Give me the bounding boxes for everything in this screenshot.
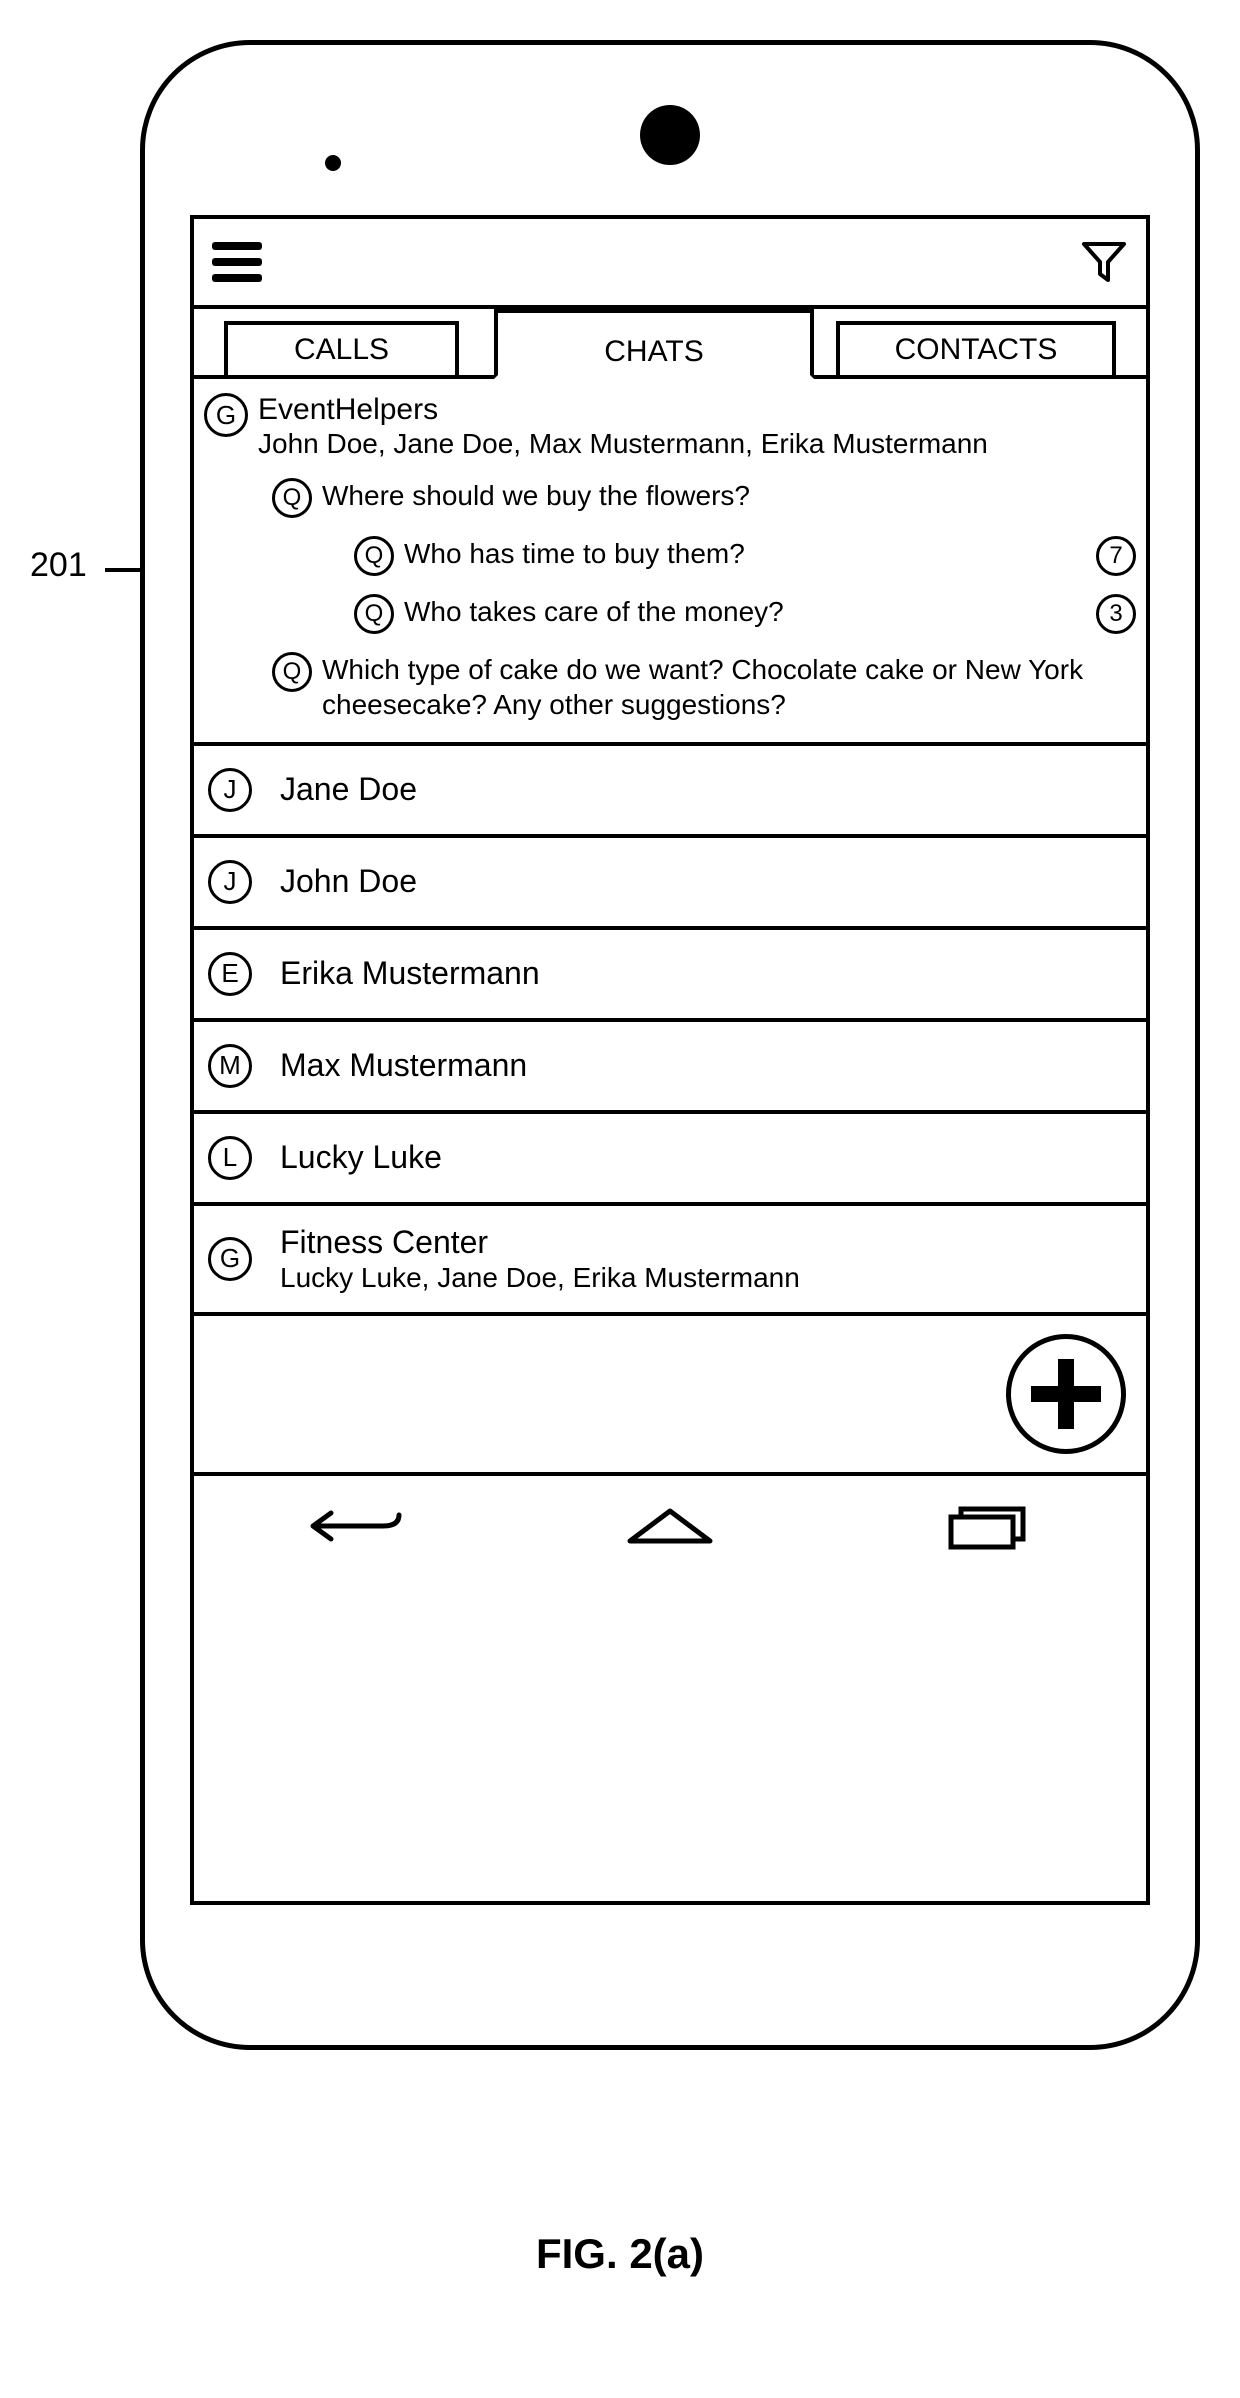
contact-avatar-badge: J — [208, 768, 252, 812]
chat-list-item[interactable]: E Erika Mustermann — [194, 930, 1146, 1022]
back-icon[interactable] — [293, 1501, 413, 1551]
contact-name: Erika Mustermann — [280, 955, 540, 992]
group-chat-expanded[interactable]: G EventHelpers John Doe, Jane Doe, Max M… — [194, 379, 1146, 746]
menu-icon[interactable] — [212, 242, 262, 282]
contact-name: Fitness Center — [280, 1224, 800, 1261]
contact-name: John Doe — [280, 863, 417, 900]
contact-avatar-badge: J — [208, 860, 252, 904]
phone-frame: CALLS CHATS CONTACTS G EventHelpers John… — [140, 40, 1200, 2050]
chat-list-item[interactable]: G Fitness Center Lucky Luke, Jane Doe, E… — [194, 1206, 1146, 1317]
question-icon: Q — [272, 652, 312, 692]
question-text: Where should we buy the flowers? — [322, 478, 1136, 513]
tabs-row: CALLS CHATS CONTACTS — [194, 309, 1146, 379]
contact-avatar-badge: L — [208, 1136, 252, 1180]
filter-icon[interactable] — [1080, 238, 1128, 286]
contact-avatar-badge: M — [208, 1044, 252, 1088]
question-row[interactable]: Q Who has time to buy them? 7 — [354, 536, 1136, 576]
camera-dot — [640, 105, 700, 165]
android-navbar — [194, 1476, 1146, 1576]
callout-ref-201: 201 — [30, 546, 87, 585]
tab-contacts[interactable]: CONTACTS — [836, 321, 1116, 375]
chat-list-item[interactable]: M Max Mustermann — [194, 1022, 1146, 1114]
reply-count-badge: 7 — [1096, 536, 1136, 576]
question-icon: Q — [272, 478, 312, 518]
add-row — [194, 1316, 1146, 1476]
reply-count-badge: 3 — [1096, 594, 1136, 634]
group-avatar-badge: G — [204, 393, 248, 437]
app-topbar — [194, 219, 1146, 309]
question-text: Who has time to buy them? — [404, 536, 1080, 571]
contact-avatar-badge: E — [208, 952, 252, 996]
chat-list-item[interactable]: L Lucky Luke — [194, 1114, 1146, 1206]
contact-name: Jane Doe — [280, 771, 417, 808]
question-row[interactable]: Q Who takes care of the money? 3 — [354, 594, 1136, 634]
tab-calls[interactable]: CALLS — [224, 321, 459, 375]
question-text: Who takes care of the money? — [404, 594, 1080, 629]
question-icon: Q — [354, 594, 394, 634]
group-members: Lucky Luke, Jane Doe, Erika Mustermann — [280, 1261, 800, 1295]
screen: CALLS CHATS CONTACTS G EventHelpers John… — [190, 215, 1150, 1905]
chat-list-item[interactable]: J John Doe — [194, 838, 1146, 930]
tab-chats[interactable]: CHATS — [494, 309, 814, 379]
group-title: EventHelpers — [258, 393, 988, 428]
proximity-sensor-dot — [325, 155, 341, 171]
contact-name: Lucky Luke — [280, 1139, 442, 1176]
question-text: Which type of cake do we want? Chocolate… — [322, 652, 1136, 722]
add-button[interactable] — [1006, 1334, 1126, 1454]
group-members: John Doe, Jane Doe, Max Mustermann, Erik… — [258, 428, 988, 460]
question-row[interactable]: Q Where should we buy the flowers? — [272, 478, 1136, 518]
figure-label: FIG. 2(a) — [0, 2230, 1240, 2278]
question-icon: Q — [354, 536, 394, 576]
chat-list-item[interactable]: J Jane Doe — [194, 746, 1146, 838]
home-icon[interactable] — [610, 1501, 730, 1551]
question-row[interactable]: Q Which type of cake do we want? Chocola… — [272, 652, 1136, 722]
contact-avatar-badge: G — [208, 1237, 252, 1281]
recent-apps-icon[interactable] — [927, 1501, 1047, 1551]
contact-name: Max Mustermann — [280, 1047, 527, 1084]
